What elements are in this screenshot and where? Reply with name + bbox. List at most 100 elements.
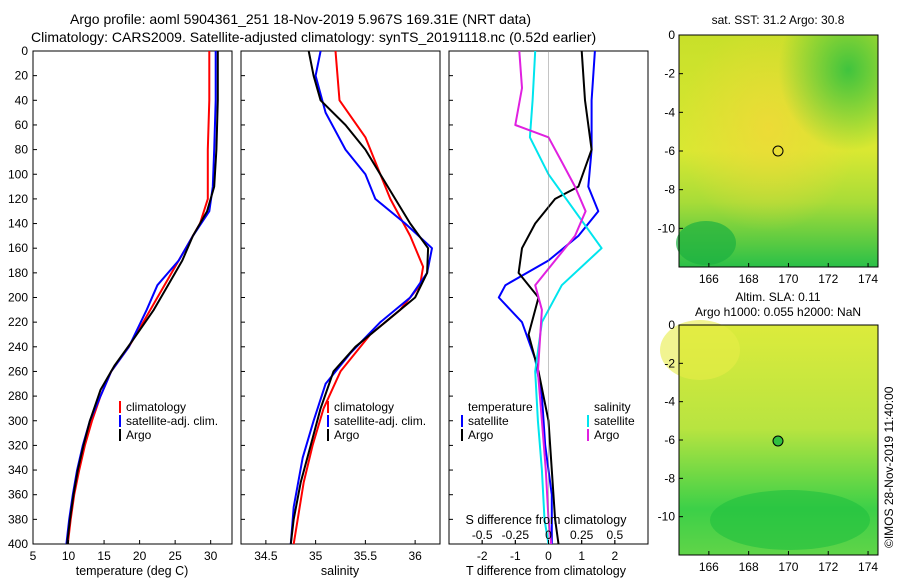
map-y-tick-label: 0	[668, 318, 675, 332]
legend-satellite-adj: satellite-adj. clim.	[334, 414, 426, 428]
difference-xlabel: T difference from climatology	[466, 564, 627, 578]
x-tick-label-sdiff: 0	[545, 528, 552, 542]
map-y-tick-label: -4	[664, 395, 675, 409]
legend-salinity-title: salinity	[594, 400, 631, 414]
sla-argo-marker	[772, 435, 784, 447]
map-y-tick-label: -2	[664, 356, 675, 370]
x-tick-label-salinity: 34.5	[254, 549, 278, 563]
map-x-tick-label: 166	[699, 272, 719, 286]
map-x-tick-label: 168	[739, 272, 759, 286]
depth-tick-label: 40	[15, 93, 29, 107]
depth-tick-label: 160	[8, 241, 28, 255]
depth-tick-label: 200	[8, 291, 28, 305]
salinity-xlabel: salinity	[321, 564, 360, 578]
x-tick-label-tdiff: 1	[578, 549, 585, 563]
depth-tick-label: 340	[8, 463, 28, 477]
map-x-tick-label: 170	[778, 272, 798, 286]
series-satellite-adj-clim-	[289, 50, 433, 545]
series-argo	[66, 51, 219, 545]
map-y-tick-label: 0	[668, 28, 675, 42]
depth-tick-label: 300	[8, 414, 28, 428]
x-tick-label-temperature: 5	[30, 549, 37, 563]
depth-tick-label: 100	[8, 167, 28, 181]
depth-tick-label: 120	[8, 192, 28, 206]
x-tick-label-temperature: 25	[168, 549, 182, 563]
depth-tick-label: 0	[21, 44, 28, 58]
sst-map-axes: 166 168 170 172 174 0 -2 -4 -6 -8 -10	[658, 28, 879, 286]
x-tick-label-tdiff: 0	[545, 549, 552, 563]
sla-map-title-2: Argo h1000: 0.055 h2000: NaN	[695, 305, 861, 319]
imos-watermark: ©IMOS 28-Nov-2019 11:40:00	[882, 386, 896, 548]
legend-argo: Argo	[126, 428, 152, 442]
map-y-tick-label: -10	[658, 221, 676, 235]
salinity-series	[289, 50, 433, 545]
legend-argo: Argo	[334, 428, 360, 442]
series-s-argo	[514, 50, 587, 545]
x-tick-label-temperature: 30	[204, 549, 218, 563]
x-axes: 5 10 15 20 25 30 34.5 35 35.5 36 -2 -1 0 1 2 -0.5 -0.25 0…	[30, 528, 624, 563]
x-tick-label-salinity: 35	[309, 549, 323, 563]
map-y-tick-label: -10	[658, 510, 676, 524]
sla-low-patch	[710, 490, 870, 550]
sla-map-axes: 166 168 170 172 174 0 -2 -4 -6 -8 -10	[658, 318, 879, 574]
difference-legend-salinity: salinity satellite Argo	[587, 400, 635, 442]
map-x-tick-label: 166	[699, 560, 719, 574]
map-x-tick-label: 168	[739, 560, 759, 574]
difference-legend-temperature: temperature satellite Argo	[461, 400, 533, 442]
series-climatology	[66, 51, 211, 545]
difference-xlabel-top: S difference from climatology	[466, 513, 628, 527]
map-y-tick-label: -6	[664, 144, 675, 158]
map-x-tick-label: 174	[858, 272, 878, 286]
legend-climatology: climatology	[126, 400, 186, 414]
temperature-series	[65, 51, 219, 545]
map-x-tick-label: 174	[858, 560, 878, 574]
map-y-tick-label: -6	[664, 433, 675, 447]
depth-tick-label: 240	[8, 340, 28, 354]
map-y-tick-label: -8	[664, 471, 675, 485]
x-tick-label-sdiff: -0.25	[502, 528, 530, 542]
x-tick-label-sdiff: 0.5	[606, 528, 623, 542]
sla-map	[660, 320, 879, 556]
sst-map	[676, 34, 879, 268]
x-tick-label-temperature: 10	[62, 549, 76, 563]
temperature-panel	[32, 50, 233, 545]
legend-t-argo: Argo	[468, 428, 494, 442]
depth-tick-label: 280	[8, 389, 28, 403]
x-tick-label-tdiff: 2	[611, 549, 618, 563]
legend-satellite-adj: satellite-adj. clim.	[126, 414, 218, 428]
depth-tick-label: 180	[8, 266, 28, 280]
depth-tick-label: 20	[15, 69, 29, 83]
series-climatology	[292, 50, 425, 545]
x-tick-label-salinity: 36	[408, 549, 422, 563]
sla-high-patch	[660, 320, 740, 380]
x-tick-label-sdiff: -0.5	[472, 528, 493, 542]
map-y-tick-label: -4	[664, 105, 675, 119]
map-x-tick-label: 172	[818, 560, 838, 574]
sst-map-title: sat. SST: 31.2 Argo: 30.8	[712, 13, 845, 27]
depth-tick-label: 380	[8, 512, 28, 526]
temperature-xlabel: temperature (deg C)	[76, 564, 189, 578]
depth-tick-label: 60	[15, 118, 29, 132]
title-line-1: Argo profile: aoml 5904361_251 18-Nov-20…	[70, 11, 531, 27]
map-y-tick-label: -8	[664, 183, 675, 197]
legend-t-satellite: satellite	[468, 414, 509, 428]
legend-s-satellite: satellite	[594, 414, 635, 428]
depth-tick-label: 80	[15, 143, 29, 157]
legend-climatology: climatology	[334, 400, 394, 414]
legend-s-argo: Argo	[594, 428, 620, 442]
difference-series	[497, 50, 603, 545]
depth-tick-label: 360	[8, 488, 28, 502]
sst-argo-marker	[772, 145, 784, 157]
salinity-legend: climatology satellite-adj. clim. Argo	[327, 400, 426, 442]
series-s-satellite	[528, 50, 603, 545]
x-tick-label-temperature: 15	[97, 549, 111, 563]
sla-map-title-1: Altim. SLA: 0.11	[735, 290, 820, 304]
x-tick-label-temperature: 20	[133, 549, 147, 563]
series-argo	[289, 50, 430, 545]
map-x-tick-label: 172	[818, 272, 838, 286]
depth-tick-label: 320	[8, 438, 28, 452]
series-t-satellite	[497, 50, 600, 544]
series-satellite-adj-clim-	[65, 51, 217, 545]
depth-tick-label: 400	[8, 537, 28, 551]
